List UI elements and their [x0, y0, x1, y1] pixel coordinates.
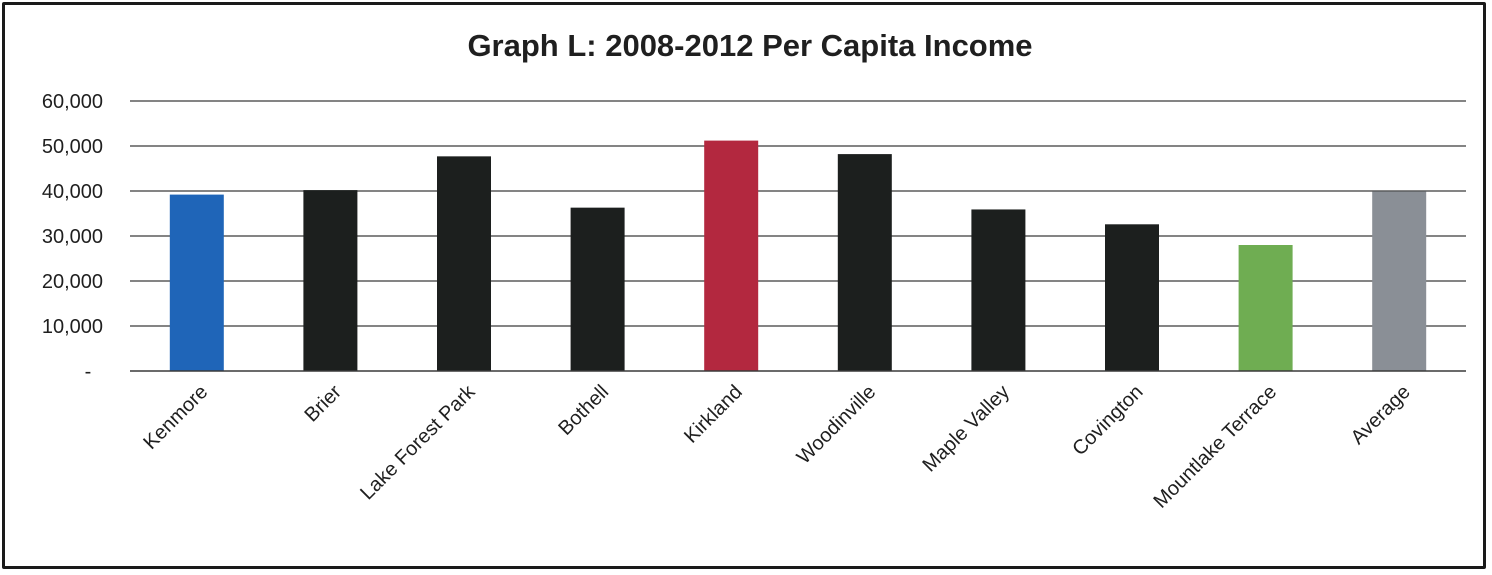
y-tick-label: 30,000: [42, 226, 103, 248]
y-axis-ticks: - 10,000 20,000 30,000 40,000 50,000 60,000: [42, 91, 103, 383]
chart-title: Graph L: 2008-2012 Per Capita Income: [467, 28, 1033, 63]
x-tick-label: Bothell: [554, 381, 613, 440]
x-tick-label: Kirkland: [680, 381, 747, 448]
y-tick-label: 20,000: [42, 271, 103, 293]
x-tick-label: Mountlake Terrace: [1149, 381, 1281, 513]
bar-maple-valley: [971, 209, 1026, 371]
bar-mountlake-terrace: [1238, 245, 1293, 371]
bars: [169, 140, 1427, 371]
bar-kenmore: [169, 194, 224, 371]
y-tick-label: 50,000: [42, 136, 103, 158]
bar-kirkland: [704, 140, 759, 371]
bar-bothell: [570, 207, 625, 371]
bar-lake-forest-park: [437, 156, 491, 371]
x-tick-label: Average: [1347, 381, 1415, 449]
y-tick-label: 60,000: [42, 91, 103, 113]
x-tick-label: Lake Forest Park: [356, 380, 480, 504]
x-tick-label: Maple Valley: [918, 381, 1013, 476]
bar-covington: [1105, 224, 1159, 371]
x-tick-label: Covington: [1068, 381, 1147, 460]
y-tick-label: 40,000: [42, 181, 103, 203]
x-tick-label: Kenmore: [139, 381, 212, 454]
y-tick-label: -: [85, 361, 92, 383]
x-axis-labels: Kenmore Brier Lake Forest Park Bothell Kirkl…: [139, 380, 1414, 512]
bar-woodinville: [837, 154, 892, 371]
x-tick-label: Brier: [301, 381, 347, 427]
x-tick-label: Woodinville: [793, 381, 881, 469]
bar-average: [1372, 191, 1427, 371]
bar-brier: [303, 190, 358, 371]
y-tick-label: 10,000: [42, 316, 103, 338]
